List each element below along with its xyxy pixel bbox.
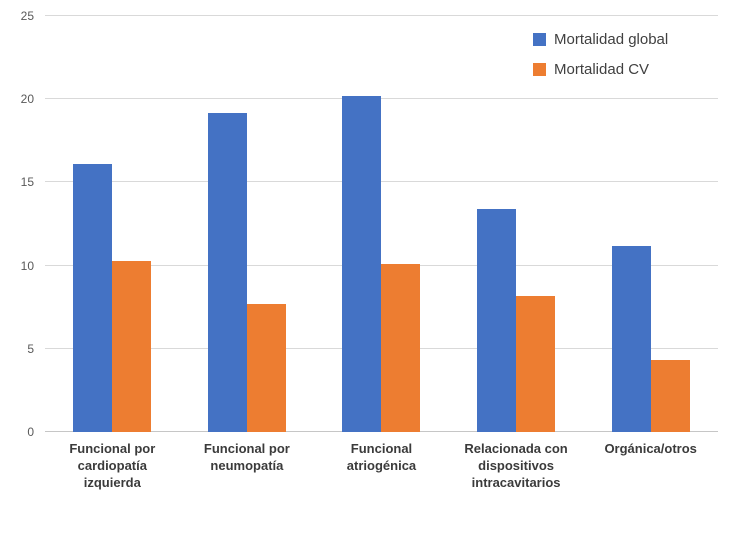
y-axis: 0 5 10 15 20 25 [0,9,34,439]
bar [207,112,247,432]
y-tick-label: 10 [20,258,34,273]
x-tick-label: Funcional por cardiopatía izquierda [69,441,156,490]
legend-label: Mortalidad CV [554,61,650,78]
plot-area [45,15,718,432]
x-tick-label: Orgánica/otros [604,441,697,456]
gridline [45,98,718,100]
x-axis: Funcional por cardiopatía izquierda Func… [45,441,718,492]
bar [73,164,113,432]
bar-group [45,16,180,432]
y-tick-label: 15 [20,175,34,190]
bar [611,245,651,432]
bar-group [180,16,315,432]
gridline [45,181,718,183]
y-tick-label: 5 [27,341,34,356]
y-tick-label: 0 [27,425,34,439]
bar [112,260,152,432]
gridline [45,15,718,16]
legend-label: Mortalidad global [554,31,669,48]
bar-groups [45,16,718,432]
legend-item-mortalidad-global: Mortalidad global [533,31,668,48]
legend-swatch-orange-icon [533,63,546,76]
bar [381,263,421,432]
x-tick-label: Funcional por neumopatía [203,441,290,473]
x-tick-label: Relacionada con dispositivos intracavita… [464,441,568,490]
x-tick-label: Funcional atriogénica [346,441,417,473]
bar [650,360,690,432]
legend-item-mortalidad-cv: Mortalidad CV [533,61,668,78]
legend: Mortalidad global Mortalidad CV [533,31,668,78]
bar-group [314,16,449,432]
y-tick-label: 20 [20,92,34,107]
bar [516,295,556,432]
bar-group [449,16,584,432]
bar [477,209,517,432]
bar [246,303,286,432]
bar [342,95,382,432]
bar-group [583,16,718,432]
legend-swatch-blue-icon [533,33,546,46]
y-tick-label: 25 [20,9,34,23]
